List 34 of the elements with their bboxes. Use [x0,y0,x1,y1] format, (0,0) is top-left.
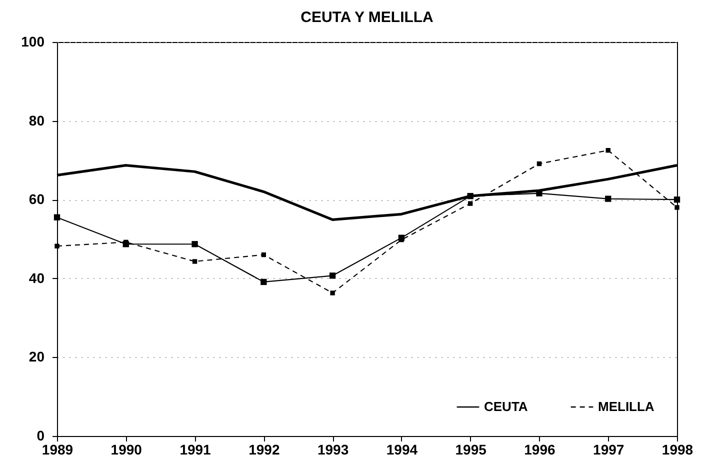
point [54,244,60,248]
point [330,290,335,296]
point [192,241,198,248]
x-tick-label: 1996 [524,442,556,458]
x-tick-label: 1991 [180,442,212,458]
point [329,272,336,279]
point [54,214,60,220]
x-tick-label: 1990 [110,442,142,458]
point [261,252,266,258]
point [467,192,474,200]
x-tick-label: 1993 [317,442,349,458]
point [674,205,680,210]
x-tick-label: 1995 [455,442,487,458]
y-tick-label: 20 [28,348,45,365]
x-tick-label: 1989 [42,442,74,458]
legend-label: CEUTA [484,399,528,414]
y-tick-label: 80 [28,112,45,128]
y-tick-label: 60 [28,191,45,208]
point [606,148,610,153]
point [674,196,680,203]
point [192,259,198,264]
point [536,161,542,166]
point [260,278,267,286]
point [468,201,473,206]
point [605,196,612,202]
y-tick-label: 40 [28,270,45,286]
x-tick-label: 1998 [662,442,694,458]
chart-title: CEUTA Y MELILLA [300,9,434,26]
x-tick-label: 1994 [386,442,418,458]
y-tick-label: 0 [36,428,45,444]
legend-label: MELILLA [598,399,655,414]
x-tick-label: 1992 [248,442,280,458]
x-tick-label: 1997 [593,442,624,458]
y-tick-label: 100 [21,34,45,50]
